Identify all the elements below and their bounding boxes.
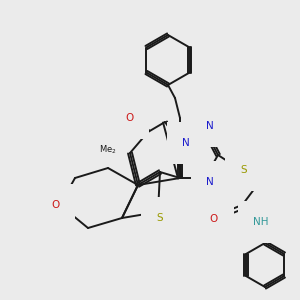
Text: N: N: [206, 121, 214, 131]
Text: O: O: [125, 113, 133, 123]
Text: NH: NH: [253, 217, 269, 227]
Text: Me$_2$: Me$_2$: [99, 143, 117, 156]
Text: N: N: [182, 138, 190, 148]
Text: O: O: [51, 200, 59, 210]
Text: O: O: [210, 214, 218, 224]
Text: N: N: [206, 177, 214, 187]
Text: S: S: [241, 165, 247, 175]
Text: S: S: [157, 213, 163, 223]
